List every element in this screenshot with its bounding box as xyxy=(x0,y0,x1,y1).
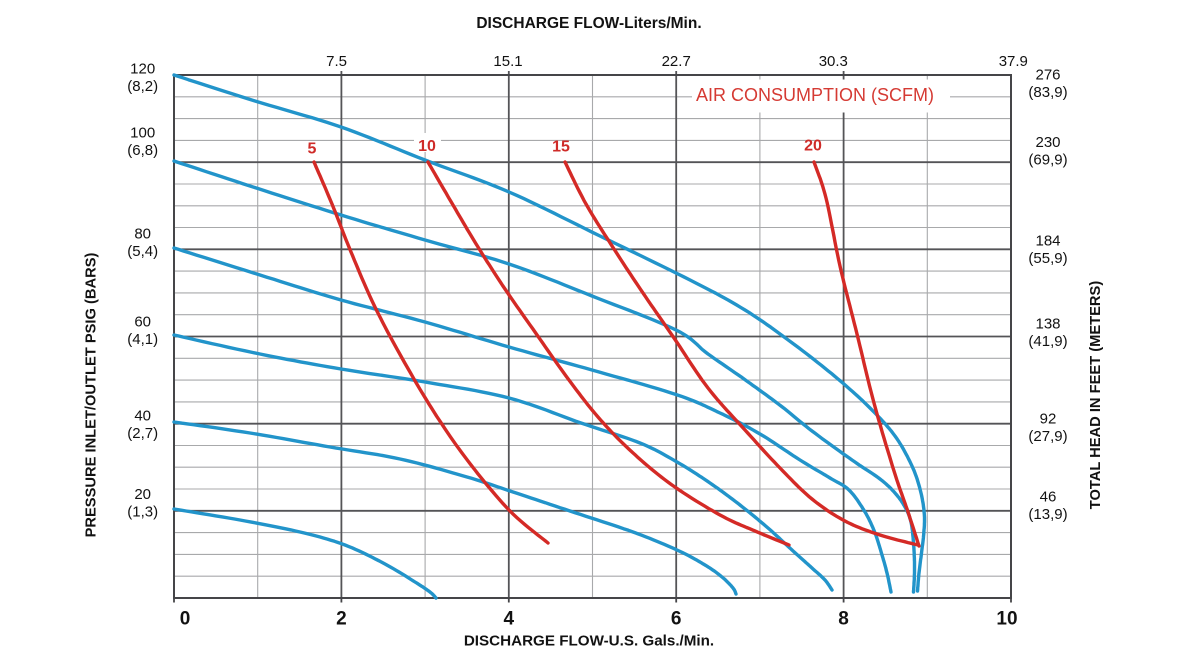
svg-text:4: 4 xyxy=(504,609,515,630)
svg-text:100: 100 xyxy=(130,124,155,141)
svg-text:5: 5 xyxy=(308,141,317,158)
svg-text:92: 92 xyxy=(1040,410,1057,427)
svg-text:7.5: 7.5 xyxy=(326,53,347,70)
svg-text:138: 138 xyxy=(1035,315,1060,332)
svg-text:(5,4): (5,4) xyxy=(127,243,158,260)
svg-text:30.3: 30.3 xyxy=(819,53,848,70)
svg-text:TOTAL HEAD IN FEET (METERS): TOTAL HEAD IN FEET (METERS) xyxy=(1088,281,1104,510)
svg-text:20: 20 xyxy=(804,138,822,155)
svg-text:37.9: 37.9 xyxy=(999,53,1028,70)
svg-text:(55,9): (55,9) xyxy=(1028,250,1067,267)
svg-text:(1,3): (1,3) xyxy=(127,504,158,521)
svg-text:(2,7): (2,7) xyxy=(127,425,158,442)
svg-text:10: 10 xyxy=(418,138,436,155)
svg-text:AIR CONSUMPTION (SCFM): AIR CONSUMPTION (SCFM) xyxy=(696,85,934,105)
svg-text:(8,2): (8,2) xyxy=(127,78,158,95)
svg-text:0: 0 xyxy=(180,609,191,630)
svg-text:DISCHARGE FLOW-Liters/Min.: DISCHARGE FLOW-Liters/Min. xyxy=(476,15,701,32)
svg-text:60: 60 xyxy=(134,313,151,330)
svg-text:10: 10 xyxy=(996,609,1017,630)
svg-text:PRESSURE INLET/OUTLET PSIG (BA: PRESSURE INLET/OUTLET PSIG (BARS) xyxy=(84,252,100,537)
svg-text:40: 40 xyxy=(134,407,151,424)
svg-text:276: 276 xyxy=(1035,66,1060,83)
svg-text:DISCHARGE FLOW-U.S. Gals./Min.: DISCHARGE FLOW-U.S. Gals./Min. xyxy=(464,633,714,650)
svg-text:22.7: 22.7 xyxy=(662,53,691,70)
svg-text:120: 120 xyxy=(130,60,155,77)
svg-text:(27,9): (27,9) xyxy=(1028,428,1067,445)
svg-text:15.1: 15.1 xyxy=(493,53,522,70)
svg-text:184: 184 xyxy=(1035,232,1060,249)
svg-text:(6,8): (6,8) xyxy=(127,142,158,159)
svg-text:230: 230 xyxy=(1035,134,1060,151)
svg-text:80: 80 xyxy=(134,225,151,242)
svg-text:(69,9): (69,9) xyxy=(1028,152,1067,169)
svg-text:2: 2 xyxy=(336,609,347,630)
svg-text:46: 46 xyxy=(1040,488,1057,505)
svg-text:(4,1): (4,1) xyxy=(127,331,158,348)
svg-text:15: 15 xyxy=(552,139,570,156)
svg-text:20: 20 xyxy=(134,486,151,503)
svg-text:(13,9): (13,9) xyxy=(1028,506,1067,523)
svg-text:(41,9): (41,9) xyxy=(1028,333,1067,350)
svg-text:(83,9): (83,9) xyxy=(1028,84,1067,101)
svg-text:6: 6 xyxy=(671,609,682,630)
svg-text:8: 8 xyxy=(838,609,849,630)
